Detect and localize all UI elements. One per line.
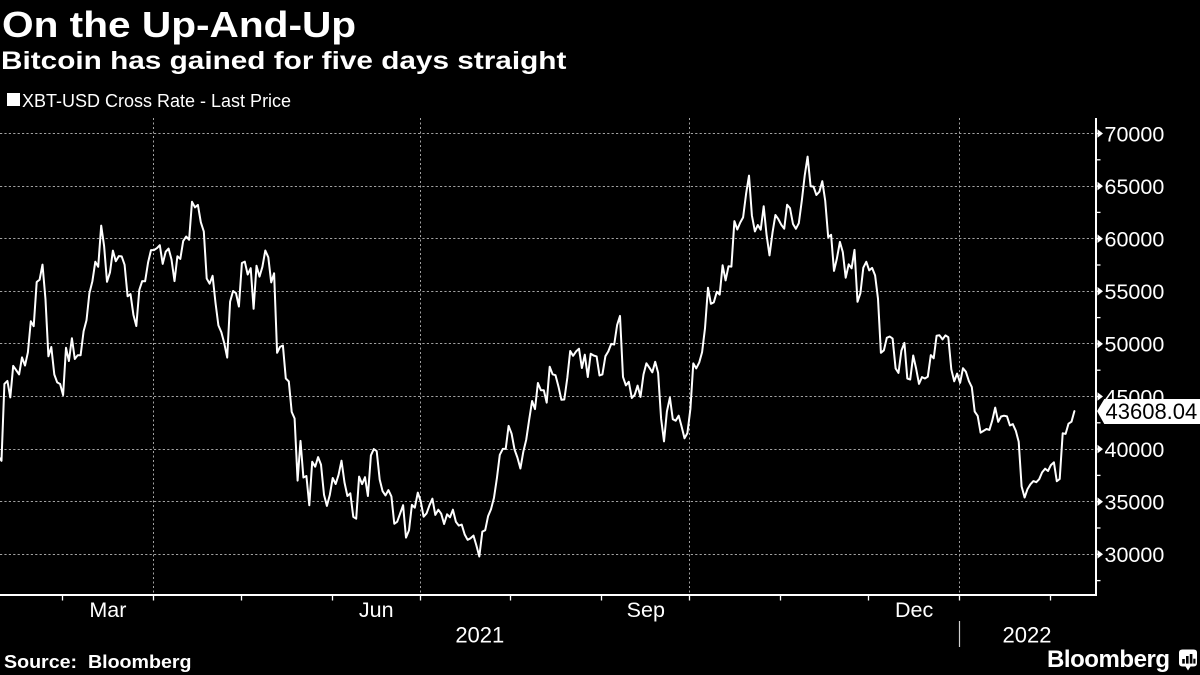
svg-text:35000: 35000 xyxy=(1105,491,1165,515)
svg-text:Jun: Jun xyxy=(359,598,394,622)
svg-text:2021: 2021 xyxy=(455,623,504,648)
svg-text:Mar: Mar xyxy=(89,598,126,622)
svg-text:60000: 60000 xyxy=(1105,228,1165,252)
svg-text:2022: 2022 xyxy=(1003,623,1052,648)
svg-text:43608.04: 43608.04 xyxy=(1106,399,1198,424)
svg-text:40000: 40000 xyxy=(1105,438,1165,462)
svg-text:50000: 50000 xyxy=(1105,333,1165,357)
svg-text:70000: 70000 xyxy=(1105,122,1165,146)
svg-text:Dec: Dec xyxy=(895,598,933,622)
svg-text:65000: 65000 xyxy=(1105,175,1165,199)
svg-text:Sep: Sep xyxy=(627,598,665,622)
svg-text:30000: 30000 xyxy=(1105,543,1165,567)
svg-text:55000: 55000 xyxy=(1105,280,1165,304)
